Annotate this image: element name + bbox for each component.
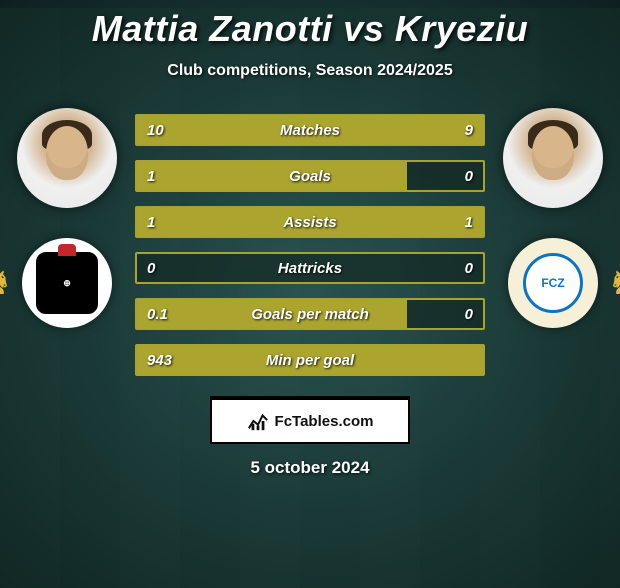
left-club-badge: ⊕ — [34, 250, 100, 316]
stat-value-right: 0 — [413, 168, 483, 185]
chart-icon — [247, 410, 269, 432]
stat-value-right: 9 — [413, 122, 483, 139]
lion-icon: ♞ — [608, 263, 620, 303]
stat-bars: 10Matches9 1Goals0 1Assists1 0Hattricks0 0.1… — [135, 114, 485, 376]
brand-link[interactable]: FcTables.com — [210, 396, 410, 444]
left-player-col: ⊕ — [17, 108, 117, 328]
stat-row: 0Hattricks0 — [135, 252, 485, 284]
comparison-area: ⊕ 10Matches91Goals01Assists10Hattricks00… — [0, 108, 620, 376]
page-title: Mattia Zanotti vs Kryeziu — [0, 8, 620, 50]
stat-value-right: 0 — [413, 260, 483, 277]
stat-row: 1Goals0 — [135, 160, 485, 192]
stat-row: 10Matches9 — [135, 114, 485, 146]
stat-row: 0.1Goals per match0 — [135, 298, 485, 330]
right-player-avatar — [503, 108, 603, 208]
date-label: 5 october 2024 — [0, 458, 620, 478]
subtitle: Club competitions, Season 2024/2025 — [0, 62, 620, 80]
right-club-badge: FCZ — [523, 253, 583, 313]
right-player-col: ♞ FCZ ♞ — [503, 108, 603, 328]
stat-value-right: 0 — [413, 306, 483, 323]
left-player-avatar — [17, 108, 117, 208]
lion-icon: ♞ — [0, 263, 12, 303]
right-club-logo: ♞ FCZ ♞ — [508, 238, 598, 328]
stat-value-right: 1 — [413, 214, 483, 231]
stat-label: Min per goal — [137, 352, 483, 369]
left-club-logo: ⊕ — [22, 238, 112, 328]
brand-label: FcTables.com — [275, 413, 374, 430]
stat-row: 1Assists1 — [135, 206, 485, 238]
stat-row: 943Min per goal — [135, 344, 485, 376]
